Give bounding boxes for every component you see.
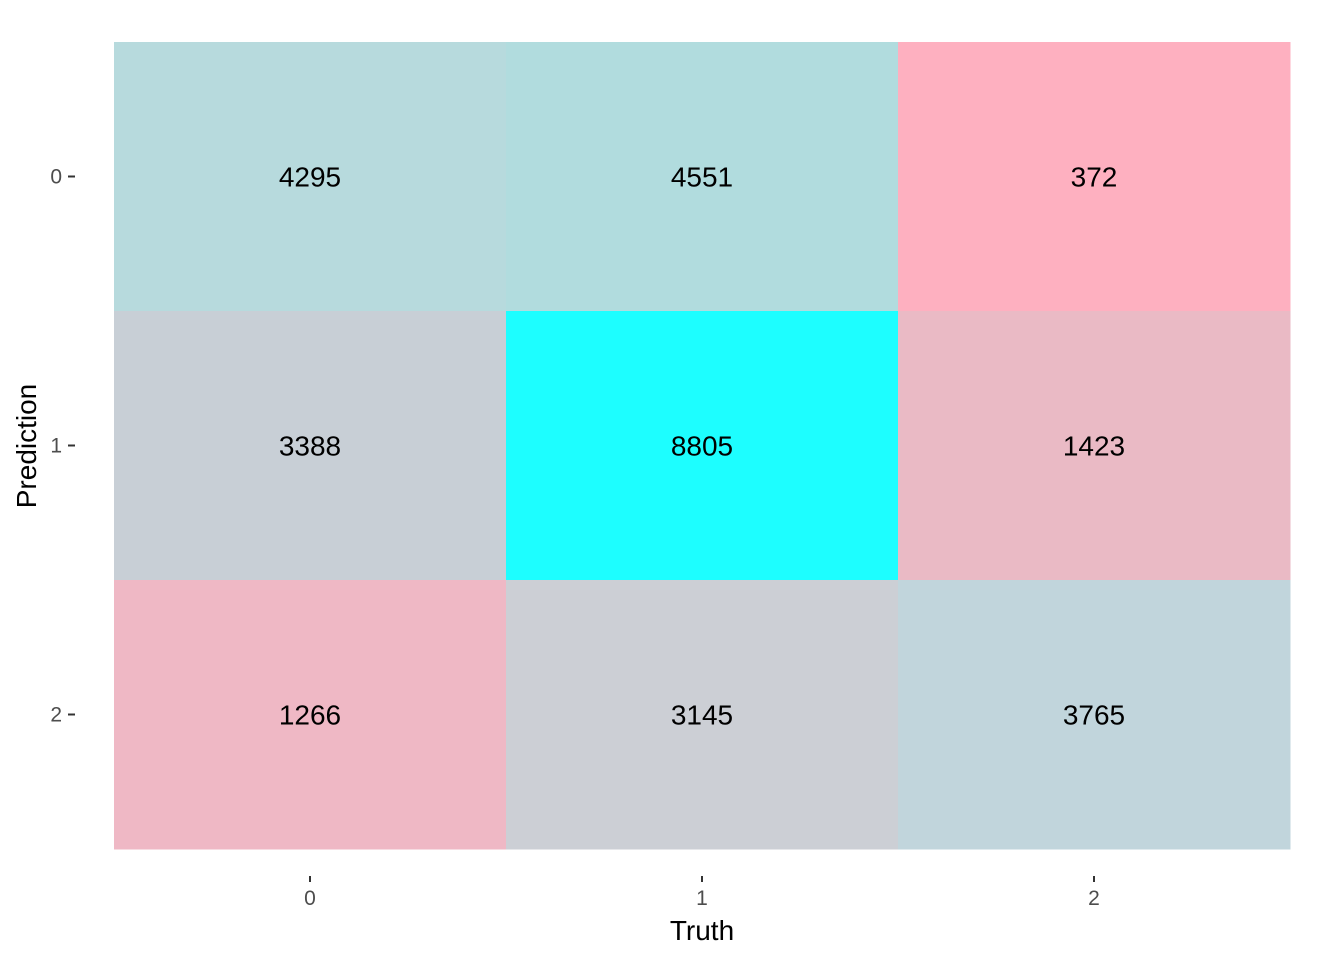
heatmap-cell-pred-1-truth-2 xyxy=(898,311,1291,581)
y-tick-label: 2 xyxy=(50,704,62,727)
cell-value-label: 8805 xyxy=(671,431,733,462)
heatmap-cell-pred-0-truth-1 xyxy=(506,42,899,312)
cell-value-label: 372 xyxy=(1071,162,1118,193)
cell-value-label: 1266 xyxy=(279,700,341,731)
heatmap-cell-pred-0-truth-0 xyxy=(114,42,507,312)
heatmap-cells xyxy=(114,42,1291,850)
heatmap-cell-pred-0-truth-2 xyxy=(898,42,1291,312)
heatmap-cell-pred-1-truth-1 xyxy=(506,311,899,581)
y-tick-label: 0 xyxy=(50,166,62,189)
x-tick-label: 2 xyxy=(1088,887,1100,910)
heatmap-cell-pred-2-truth-2 xyxy=(898,580,1291,850)
cell-value-label: 3765 xyxy=(1063,700,1125,731)
cell-value-label: 4295 xyxy=(279,162,341,193)
x-axis: 0 1 2 xyxy=(304,876,1100,910)
heatmap-cell-pred-2-truth-1 xyxy=(506,580,899,850)
y-tick-label: 1 xyxy=(50,435,62,458)
y-axis: 0 1 2 xyxy=(50,166,75,727)
x-tick-label: 1 xyxy=(696,887,708,910)
cell-value-label: 3388 xyxy=(279,431,341,462)
cell-value-label: 4551 xyxy=(671,162,733,193)
x-axis-title: Truth xyxy=(670,915,734,946)
cell-value-label: 3145 xyxy=(671,700,733,731)
cell-value-labels: 4295 4551 372 3388 8805 1423 1266 3145 3765 xyxy=(279,162,1125,731)
x-tick-label: 0 xyxy=(304,887,316,910)
heatmap-cell-pred-2-truth-0 xyxy=(114,580,507,850)
cell-value-label: 1423 xyxy=(1063,431,1125,462)
y-axis-title: Prediction xyxy=(11,384,42,509)
heatmap-cell-pred-1-truth-0 xyxy=(114,311,507,581)
